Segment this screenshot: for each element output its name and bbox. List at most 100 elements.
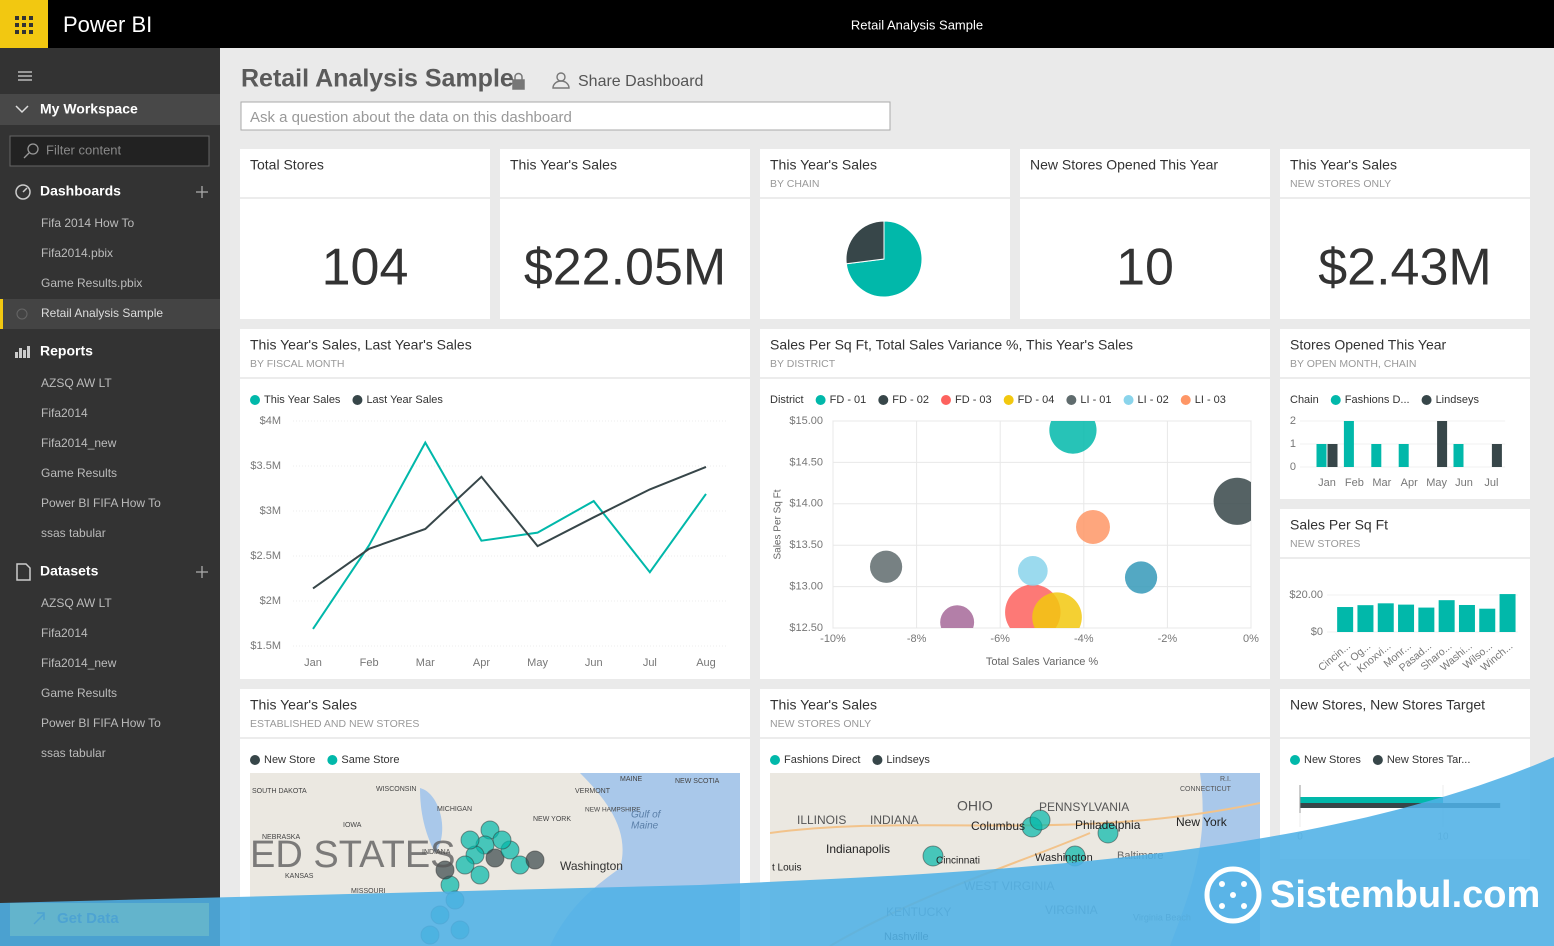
- qa-box[interactable]: [240, 101, 891, 131]
- workspace-label[interactable]: My Workspace: [40, 101, 138, 117]
- tile[interactable]: [240, 329, 750, 679]
- x-tick-label: -2%: [1158, 633, 1178, 645]
- x-tick-label: Jan: [1318, 477, 1336, 489]
- nav-item[interactable]: Power BI FIFA How To: [41, 496, 161, 510]
- map-label: MICHIGAN: [437, 806, 472, 813]
- legend-title: District: [770, 394, 804, 406]
- section-header[interactable]: Datasets: [40, 563, 99, 579]
- tile-subtitle: BY OPEN MONTH, CHAIN: [1290, 358, 1416, 370]
- reports-icon: [15, 352, 18, 358]
- legend-marker: [1123, 395, 1134, 405]
- y-tick-label: $15.00: [789, 415, 823, 427]
- share-dashboard[interactable]: Share Dashboard: [578, 73, 703, 90]
- watermark-wave: [0, 757, 1554, 946]
- waffle-icon: [15, 16, 33, 34]
- nav-item[interactable]: ssas tabular: [41, 746, 106, 760]
- map-label: Washington: [560, 859, 623, 873]
- card-value: $22.05M: [524, 239, 726, 297]
- nav-item[interactable]: Game Results: [41, 466, 117, 480]
- legend-marker: [770, 755, 780, 765]
- tile[interactable]: [1280, 329, 1530, 499]
- tile-subtitle: BY FISCAL MONTH: [250, 358, 345, 370]
- nav-item[interactable]: Fifa2014.pbix: [41, 246, 113, 260]
- nav-item[interactable]: AZSQ AW LT: [41, 596, 112, 610]
- section-header[interactable]: Dashboards: [40, 183, 121, 199]
- x-tick-label: Mar: [1372, 477, 1391, 489]
- nav-item[interactable]: Fifa2014: [41, 406, 88, 420]
- map-label: NEW HAMPSHIRE: [585, 807, 641, 814]
- bar: [1398, 444, 1409, 467]
- legend-label: LI - 01: [1080, 394, 1111, 406]
- legend-label: Lindseys: [1436, 394, 1480, 406]
- legend-label: Fashions D...: [1345, 394, 1410, 406]
- y-tick-label: $2.5M: [250, 550, 281, 562]
- bubble: [1124, 561, 1158, 594]
- tile[interactable]: [1280, 509, 1530, 679]
- nav-item[interactable]: Fifa2014: [41, 626, 88, 640]
- tile-subtitle: NEW STORES ONLY: [1290, 178, 1391, 190]
- map-bubble: [1097, 822, 1119, 844]
- nav-item[interactable]: AZSQ AW LT: [41, 376, 112, 390]
- legend-label: FD - 03: [955, 394, 992, 406]
- x-tick-label: May: [527, 657, 548, 669]
- map-label: IOWA: [343, 822, 362, 829]
- nav-item[interactable]: ssas tabular: [41, 526, 106, 540]
- nav-item[interactable]: Game Results.pbix: [41, 276, 142, 290]
- x-tick-label: -6%: [990, 633, 1010, 645]
- tile-title: This Year's Sales: [770, 157, 877, 173]
- hamburger-icon[interactable]: [18, 71, 32, 81]
- target-bar: [1300, 803, 1501, 808]
- filter-box[interactable]: [9, 135, 210, 167]
- legend-label: Same Store: [341, 754, 399, 766]
- pie-slice: [845, 220, 885, 265]
- bar: [1398, 604, 1415, 632]
- map-label: MAINE: [620, 776, 643, 783]
- dashboard-title: Retail Analysis Sample: [241, 65, 514, 93]
- search-icon: [23, 143, 39, 159]
- section-header[interactable]: Reports: [40, 343, 93, 359]
- x-tick-label: Jun: [1455, 477, 1473, 489]
- map-bubble: [485, 848, 505, 868]
- tile[interactable]: [240, 149, 490, 319]
- bubble: [1017, 556, 1048, 586]
- y-tick-label: 1: [1290, 438, 1296, 450]
- card-value: 10: [1116, 239, 1174, 297]
- legend-marker: [815, 395, 826, 405]
- map-label: R.I.: [1220, 776, 1231, 783]
- nav-item[interactable]: Game Results: [41, 686, 117, 700]
- share-icon[interactable]: [552, 72, 570, 89]
- legend-label: Last Year Sales: [366, 394, 443, 406]
- map-bubble: [492, 830, 512, 850]
- nav-item[interactable]: Power BI FIFA How To: [41, 716, 161, 730]
- reports-icon: [27, 346, 30, 358]
- y-tick-label: $3M: [260, 505, 281, 517]
- y-tick-label: $2M: [260, 595, 281, 607]
- bubble: [1032, 592, 1082, 628]
- bar: [1371, 444, 1382, 467]
- watermark-logo-dot: [1219, 903, 1225, 909]
- nav-item[interactable]: Fifa 2014 How To: [41, 216, 134, 230]
- qa-placeholder: Ask a question about the data on this da…: [250, 109, 572, 126]
- bar: [1337, 607, 1354, 632]
- nav-item[interactable]: Fifa2014_new: [41, 656, 117, 670]
- map-label: Gulf of: [631, 810, 662, 821]
- nav-item[interactable]: Retail Analysis Sample: [41, 306, 163, 320]
- map-label: New York: [1176, 815, 1228, 829]
- tile[interactable]: [500, 149, 750, 319]
- y-axis-label: Sales Per Sq Ft: [773, 489, 784, 559]
- map-bubble: [922, 845, 944, 867]
- x-tick-label: Aug: [696, 657, 716, 669]
- item-icon: [16, 308, 28, 320]
- bubble: [869, 550, 903, 583]
- report-title: Retail Analysis Sample: [851, 17, 983, 32]
- tile[interactable]: [1280, 149, 1530, 319]
- map-label: NEW SCOTIA: [675, 778, 720, 785]
- tile[interactable]: [1020, 149, 1270, 319]
- map-label: Indianapolis: [826, 842, 890, 856]
- nav-item[interactable]: Fifa2014_new: [41, 436, 117, 450]
- bar: [1377, 603, 1394, 632]
- legend-label: FD - 01: [830, 394, 867, 406]
- workspace-row[interactable]: [0, 94, 220, 125]
- datasets-icon: [16, 563, 31, 581]
